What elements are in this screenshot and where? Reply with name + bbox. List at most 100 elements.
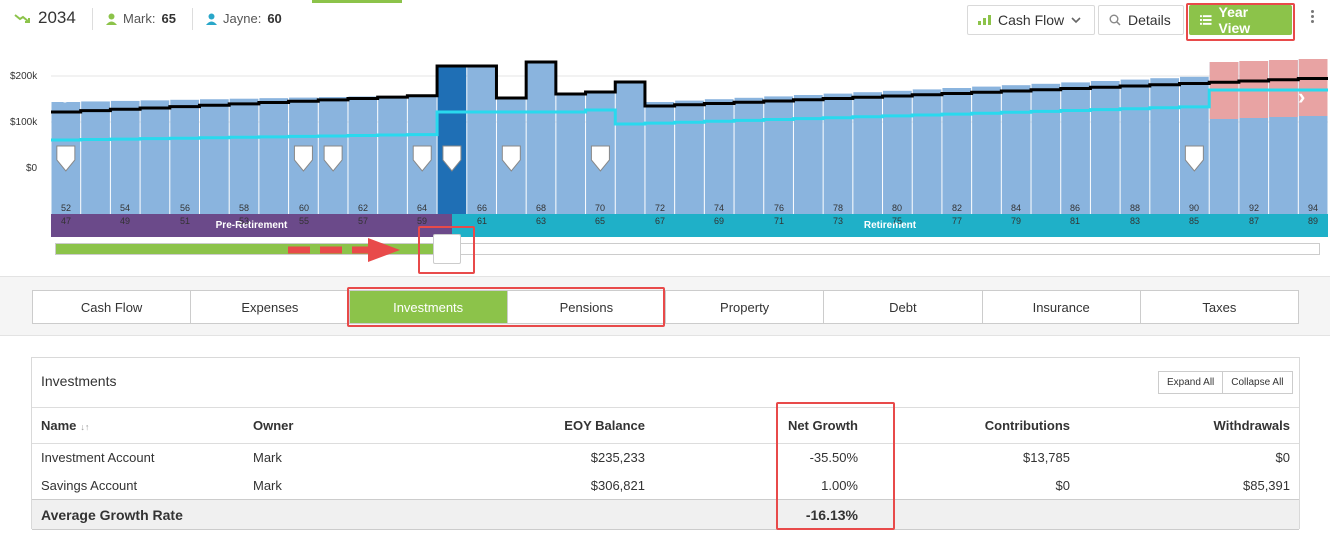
top-bar: 2034 Mark: 65 Jayne: 60 Cash Flow Detail… (0, 0, 1330, 41)
tab-property[interactable]: Property (666, 291, 825, 323)
axis-age-mark: 56 (179, 203, 191, 213)
year-slider-handle[interactable] (433, 234, 461, 264)
highlight-net-growth (776, 402, 895, 530)
chart-bar (259, 98, 289, 214)
column-header-name[interactable]: Name ↓↑ (32, 407, 244, 444)
tab-investments[interactable]: Investments (349, 291, 508, 323)
drag-arrow-annotation (288, 238, 400, 262)
event-marker-icon (501, 145, 521, 172)
column-header-label: Name (41, 418, 77, 433)
axis-age-mark: 66 (476, 203, 488, 213)
chart-bar (883, 90, 912, 214)
axis-age-jayne: 57 (357, 216, 369, 226)
column-header-eoy-balance: EOY Balance (444, 407, 654, 444)
income-line (51, 88, 1328, 142)
person-name-label: Jayne: (223, 11, 262, 26)
chevron-left-icon[interactable]: ‹ (60, 84, 68, 109)
person-icon (206, 13, 217, 25)
tab-cash-flow[interactable]: Cash Flow (33, 291, 192, 323)
trend-down-icon (14, 14, 30, 23)
person-icon (106, 13, 117, 25)
chart-bar (645, 102, 675, 214)
empty-cell (867, 499, 1079, 530)
more-options-icon[interactable] (1306, 10, 1318, 30)
year-slider-track[interactable] (55, 243, 1320, 255)
person-age: 60 (267, 11, 282, 26)
cell-owner: Mark (253, 450, 282, 466)
empty-cell (1079, 499, 1299, 530)
chart-bar (823, 93, 853, 214)
chart-bar (170, 99, 199, 214)
axis-age-jayne: 77 (951, 216, 963, 226)
axis-age-mark: 54 (119, 203, 131, 213)
chart-bar (110, 100, 140, 214)
active-indicator (312, 0, 402, 3)
column-header-owner: Owner (244, 407, 444, 444)
person-age: 65 (161, 11, 176, 26)
axis-age-jayne: 83 (1129, 216, 1141, 226)
chart-bar (526, 62, 556, 214)
cash-flow-dropdown[interactable]: Cash Flow (967, 5, 1095, 35)
event-marker-icon (323, 145, 343, 172)
axis-age-mark: 90 (1188, 203, 1200, 213)
event-marker-icon (412, 145, 432, 172)
details-label: Details (1128, 12, 1171, 28)
axis-age-mark: 64 (416, 203, 428, 213)
chart-bar (467, 66, 496, 214)
divider (192, 8, 193, 30)
sort-icon[interactable]: ↓↑ (80, 422, 90, 432)
tab-expenses[interactable]: Expenses (191, 291, 350, 323)
chart-bar (1031, 83, 1061, 214)
chart-bar (81, 101, 110, 214)
cell-net-growth: 1.00% (821, 477, 858, 493)
average-growth-label: Average Growth Rate (32, 499, 444, 530)
year-slider-fill (56, 244, 434, 254)
event-marker-icon (590, 145, 610, 172)
cell-eoy-balance: $306,821 (590, 477, 645, 493)
event-marker-icon (1184, 145, 1204, 172)
chart-bar (1180, 76, 1209, 214)
year-indicator: 2034 (14, 8, 76, 28)
chart-bar (140, 100, 170, 214)
expand-all-button[interactable]: Expand All (1159, 372, 1224, 393)
cell-eoy-balance: $235,233 (590, 450, 645, 466)
axis-age-mark: 88 (1129, 203, 1141, 213)
axis-age-jayne: 75 (891, 216, 903, 226)
list-icon (1200, 15, 1212, 25)
investments-panel: Investments Expand All Collapse All Name… (31, 357, 1300, 530)
axis-age-mark: 82 (951, 203, 963, 213)
axis-age-mark: 52 (60, 203, 72, 213)
axis-age-mark: 68 (535, 203, 547, 213)
axis-age-jayne: 55 (298, 216, 310, 226)
age-axis: 52 47 54 49 56 51 58 53 60 55 62 57 64 59 66 61 68 63 70 65… (0, 203, 1330, 231)
details-button[interactable]: Details (1098, 5, 1184, 35)
highlight-year-view (1186, 3, 1295, 41)
table-row[interactable]: Savings Account Mark $306,821 1.00% $0 $… (32, 472, 1299, 500)
chart-bar (378, 95, 407, 214)
chevron-right-icon[interactable]: › (1298, 84, 1306, 109)
tabs-area: Cash Flow Expenses Investments Pensions … (0, 276, 1330, 336)
chart-bar (615, 82, 645, 214)
axis-age-mark: 62 (357, 203, 369, 213)
axis-age-jayne: 89 (1307, 216, 1319, 226)
collapse-all-button[interactable]: Collapse All (1231, 377, 1284, 388)
axis-age-mark: 76 (773, 203, 785, 213)
chart-bar (199, 99, 229, 214)
axis-age-mark: 74 (713, 203, 725, 213)
axis-age-mark: 58 (238, 203, 250, 213)
cell-owner: Mark (253, 477, 282, 493)
tab-pensions[interactable]: Pensions (508, 291, 666, 323)
table-row[interactable]: Investment Account Mark $235,233 -35.50%… (32, 444, 1299, 472)
person-jayne: Jayne: 60 (206, 11, 282, 26)
axis-age-mark: 78 (832, 203, 844, 213)
axis-age-jayne: 85 (1188, 216, 1200, 226)
tab-insurance[interactable]: Insurance (983, 291, 1141, 323)
cell-withdrawals: $0 (1275, 450, 1290, 466)
tab-taxes[interactable]: Taxes (1202, 299, 1237, 315)
year-view-button[interactable]: Year View (1189, 4, 1292, 36)
tab-debt[interactable]: Debt (824, 291, 983, 323)
person-name-label: Mark: (123, 11, 156, 26)
axis-age-mark: 70 (594, 203, 606, 213)
average-growth-row: Average Growth Rate -16.13% (32, 499, 1299, 530)
chevron-down-icon (1071, 16, 1081, 23)
